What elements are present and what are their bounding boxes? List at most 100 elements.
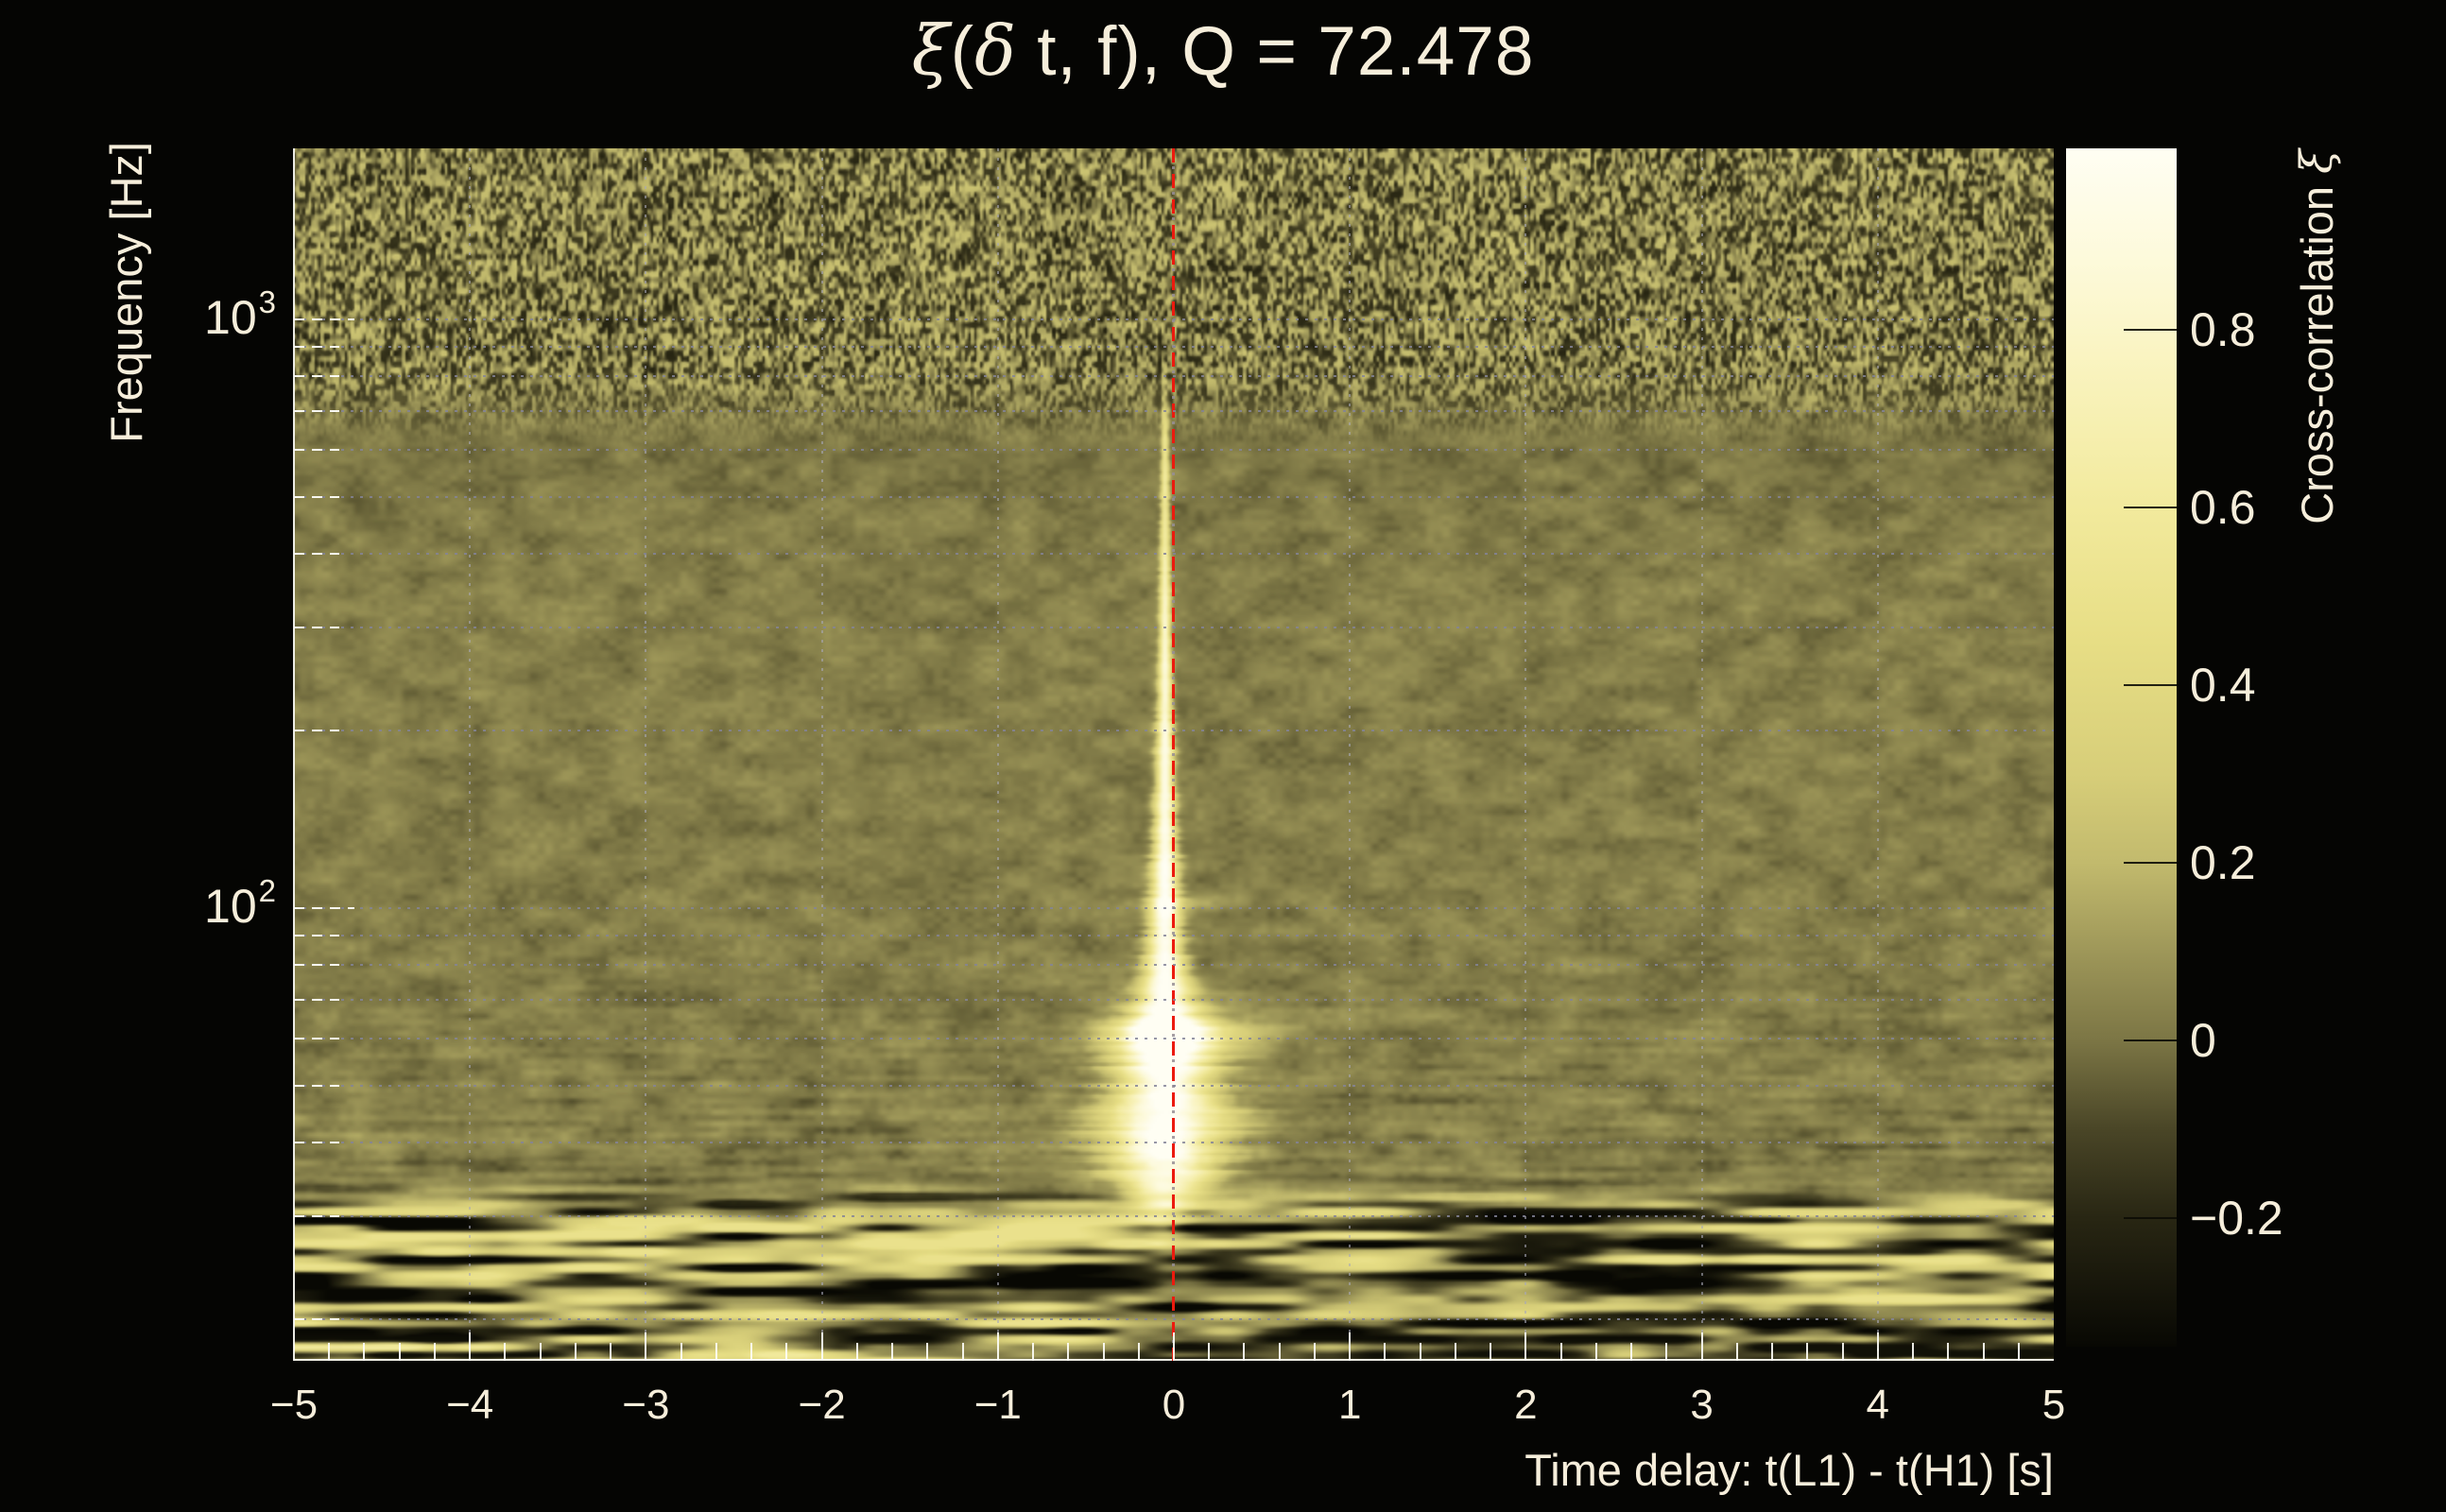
freq-gridline bbox=[294, 409, 2054, 412]
x-axis-tick bbox=[2017, 1343, 2020, 1361]
colorbar-tick bbox=[2124, 328, 2177, 331]
y-axis-tick bbox=[294, 318, 354, 320]
x-axis-tick bbox=[750, 1343, 753, 1361]
y-axis-tick bbox=[294, 449, 339, 452]
x-axis-tick bbox=[645, 1332, 647, 1361]
colorbar-tick bbox=[2124, 506, 2177, 508]
colorbar-tick bbox=[2124, 861, 2177, 864]
x-axis-tick bbox=[680, 1343, 682, 1361]
x-axis-tick bbox=[1313, 1343, 1316, 1361]
colorbar-tick bbox=[2124, 1039, 2177, 1041]
x-axis-tick bbox=[1067, 1343, 1070, 1361]
x-tick-label: 0 bbox=[1162, 1382, 1186, 1428]
y-tick-label: 102 bbox=[204, 873, 276, 933]
x-axis-tick bbox=[469, 1332, 472, 1361]
delta-symbol: δ bbox=[974, 11, 1017, 92]
x-axis-tick bbox=[1490, 1343, 1492, 1361]
x-axis-tick bbox=[1173, 1332, 1175, 1361]
x-axis-tick bbox=[1665, 1343, 1668, 1361]
time-gridline bbox=[469, 148, 472, 1361]
freq-gridline bbox=[294, 1038, 2054, 1040]
time-gridline bbox=[645, 148, 647, 1361]
x-tick-label: −1 bbox=[973, 1382, 1022, 1428]
freq-gridline bbox=[294, 1214, 2054, 1217]
x-tick-label: 1 bbox=[1337, 1382, 1362, 1428]
x-axis-tick bbox=[1384, 1343, 1387, 1361]
x-axis-tick bbox=[1102, 1343, 1105, 1361]
freq-gridline bbox=[294, 449, 2054, 452]
x-axis-tick bbox=[1630, 1343, 1633, 1361]
freq-gridline bbox=[294, 626, 2054, 628]
freq-gridline bbox=[294, 495, 2054, 498]
x-axis-tick bbox=[433, 1343, 436, 1361]
y-axis-tick bbox=[294, 1318, 339, 1321]
freq-gridline bbox=[294, 345, 2054, 348]
t0-marker-line bbox=[1172, 148, 1175, 1361]
x-tick-label: 3 bbox=[1690, 1382, 1714, 1428]
xi-symbol: ξ bbox=[911, 11, 951, 92]
x-tick-label: −4 bbox=[446, 1382, 494, 1428]
x-tick-label: −3 bbox=[622, 1382, 670, 1428]
x-axis-tick bbox=[574, 1343, 577, 1361]
freq-gridline bbox=[294, 730, 2054, 732]
x-tick-label: 5 bbox=[2041, 1382, 2066, 1428]
time-gridline bbox=[996, 148, 999, 1361]
x-axis-tick bbox=[328, 1343, 331, 1361]
colorbar-tick-label: −0.2 bbox=[2190, 1191, 2283, 1245]
time-gridline bbox=[1700, 148, 1703, 1361]
colorbar-tick-label: 0.6 bbox=[2190, 480, 2256, 534]
x-axis-tick bbox=[610, 1343, 612, 1361]
y-axis-tick bbox=[294, 1084, 339, 1087]
y-axis-tick bbox=[294, 964, 339, 967]
time-gridline bbox=[1876, 148, 1879, 1361]
colorbar-tick-label: 0.4 bbox=[2190, 658, 2256, 712]
y-axis-tick bbox=[294, 1141, 339, 1143]
x-axis-tick bbox=[1771, 1343, 1774, 1361]
y-axis-tick bbox=[294, 375, 339, 378]
y-axis-tick bbox=[294, 998, 339, 1001]
colorbar bbox=[2066, 148, 2177, 1347]
x-axis-tick bbox=[1137, 1343, 1140, 1361]
time-gridline bbox=[1524, 148, 1527, 1361]
x-tick-label: −5 bbox=[269, 1382, 319, 1428]
x-axis-tick bbox=[1454, 1343, 1456, 1361]
x-axis-tick bbox=[785, 1343, 788, 1361]
x-axis-tick bbox=[1700, 1332, 1703, 1361]
time-gridline bbox=[820, 148, 823, 1361]
y-axis-tick bbox=[294, 626, 339, 628]
x-axis-tick bbox=[1841, 1343, 1844, 1361]
colorbar-tick bbox=[2124, 683, 2177, 686]
x-axis-tick bbox=[926, 1343, 929, 1361]
x-axis-tick bbox=[996, 1332, 999, 1361]
freq-gridline bbox=[294, 1141, 2054, 1143]
freq-gridline bbox=[294, 934, 2054, 936]
x-axis-tick bbox=[363, 1343, 366, 1361]
x-axis-tick bbox=[820, 1332, 823, 1361]
y-axis-tick bbox=[294, 730, 339, 732]
freq-gridline bbox=[294, 552, 2054, 555]
x-axis-tick bbox=[1594, 1343, 1597, 1361]
freq-gridline bbox=[294, 964, 2054, 967]
colorbar-tick-label: 0 bbox=[2190, 1013, 2216, 1067]
colorbar-tick-label: 0.8 bbox=[2190, 302, 2256, 356]
x-axis-tick bbox=[1349, 1332, 1352, 1361]
y-axis-tick bbox=[294, 552, 339, 555]
x-axis-title: Time delay: t(L1) - t(H1) [s] bbox=[1524, 1445, 2054, 1495]
x-axis-tick bbox=[1559, 1343, 1562, 1361]
x-axis-tick bbox=[1208, 1343, 1211, 1361]
xi-symbol: ξ bbox=[2291, 149, 2343, 174]
x-axis-tick bbox=[1243, 1343, 1246, 1361]
colorbar-tick bbox=[2124, 1216, 2177, 1219]
x-tick-label: 4 bbox=[1866, 1382, 1890, 1428]
freq-gridline bbox=[294, 318, 2054, 320]
x-axis-tick bbox=[1912, 1343, 1915, 1361]
y-axis-tick bbox=[294, 907, 354, 909]
chart-title: ξ(δ t, f), Q = 72.478 bbox=[911, 11, 1535, 92]
x-axis-tick bbox=[1806, 1343, 1809, 1361]
x-axis-tick bbox=[398, 1343, 401, 1361]
y-tick-label: 103 bbox=[204, 284, 276, 344]
time-gridline bbox=[1349, 148, 1352, 1361]
colorbar-tick-label: 0.2 bbox=[2190, 835, 2256, 889]
x-axis-tick bbox=[961, 1343, 964, 1361]
